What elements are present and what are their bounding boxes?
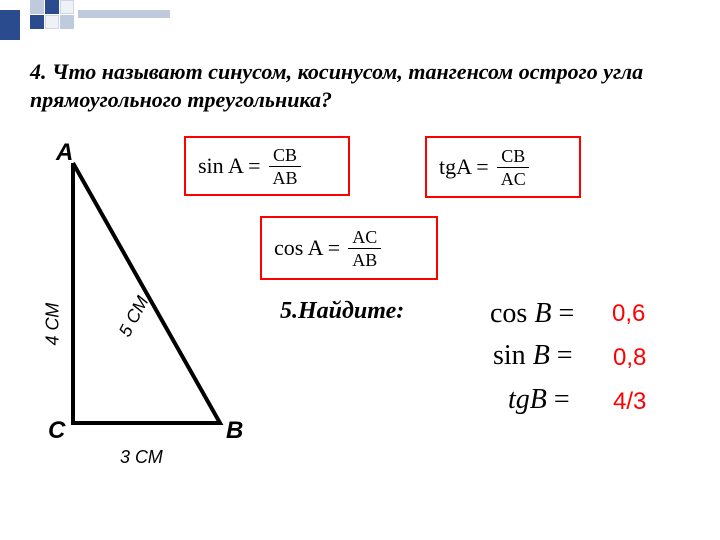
formula-tgA-denominator: AC bbox=[497, 168, 530, 188]
vertex-A: A bbox=[56, 139, 73, 167]
formula-tgA-fraction: CB AC bbox=[497, 147, 530, 188]
corner-decoration bbox=[0, 0, 170, 42]
triangle-diagram: A C B 4 СМ 3 СМ 5 СМ bbox=[40, 145, 260, 475]
formula-tgA-lhs: tgA = bbox=[439, 154, 489, 180]
tgB-equation: tgB = bbox=[508, 384, 570, 416]
cosB-answer: 0,6 bbox=[612, 300, 645, 328]
formula-cosA-denominator: AB bbox=[348, 249, 381, 269]
formula-cosA-numerator: AC bbox=[348, 228, 381, 249]
formula-cosA-fraction: AC AB bbox=[348, 228, 381, 269]
vertex-C: C bbox=[48, 417, 65, 445]
formula-tgA: tgA = CB AC bbox=[425, 136, 581, 198]
side-AC-label: 4 СМ bbox=[43, 303, 64, 346]
tgB-answer: 4/3 bbox=[613, 388, 646, 416]
sinB-equation: sin B = bbox=[493, 340, 573, 372]
formula-sinA-numerator: CB bbox=[269, 146, 301, 167]
sinB-answer: 0,8 bbox=[613, 344, 646, 372]
formula-cosA-lhs: cos A = bbox=[274, 235, 340, 261]
formula-cosA: cos A = AC AB bbox=[260, 216, 438, 280]
side-CB-label: 3 СМ bbox=[120, 447, 163, 468]
question-text: 4. Что называют синусом, косинусом, танг… bbox=[30, 58, 670, 113]
formula-tgA-numerator: CB bbox=[497, 147, 529, 168]
vertex-B: B bbox=[226, 417, 243, 445]
formula-sinA-denominator: AB bbox=[269, 167, 302, 187]
cosB-equation: cos B = bbox=[490, 298, 574, 330]
find-label: 5.Найдите: bbox=[280, 298, 404, 325]
slide-page: 4. Что называют синусом, косинусом, танг… bbox=[0, 0, 720, 540]
formula-sinA-fraction: CB AB bbox=[269, 146, 302, 187]
